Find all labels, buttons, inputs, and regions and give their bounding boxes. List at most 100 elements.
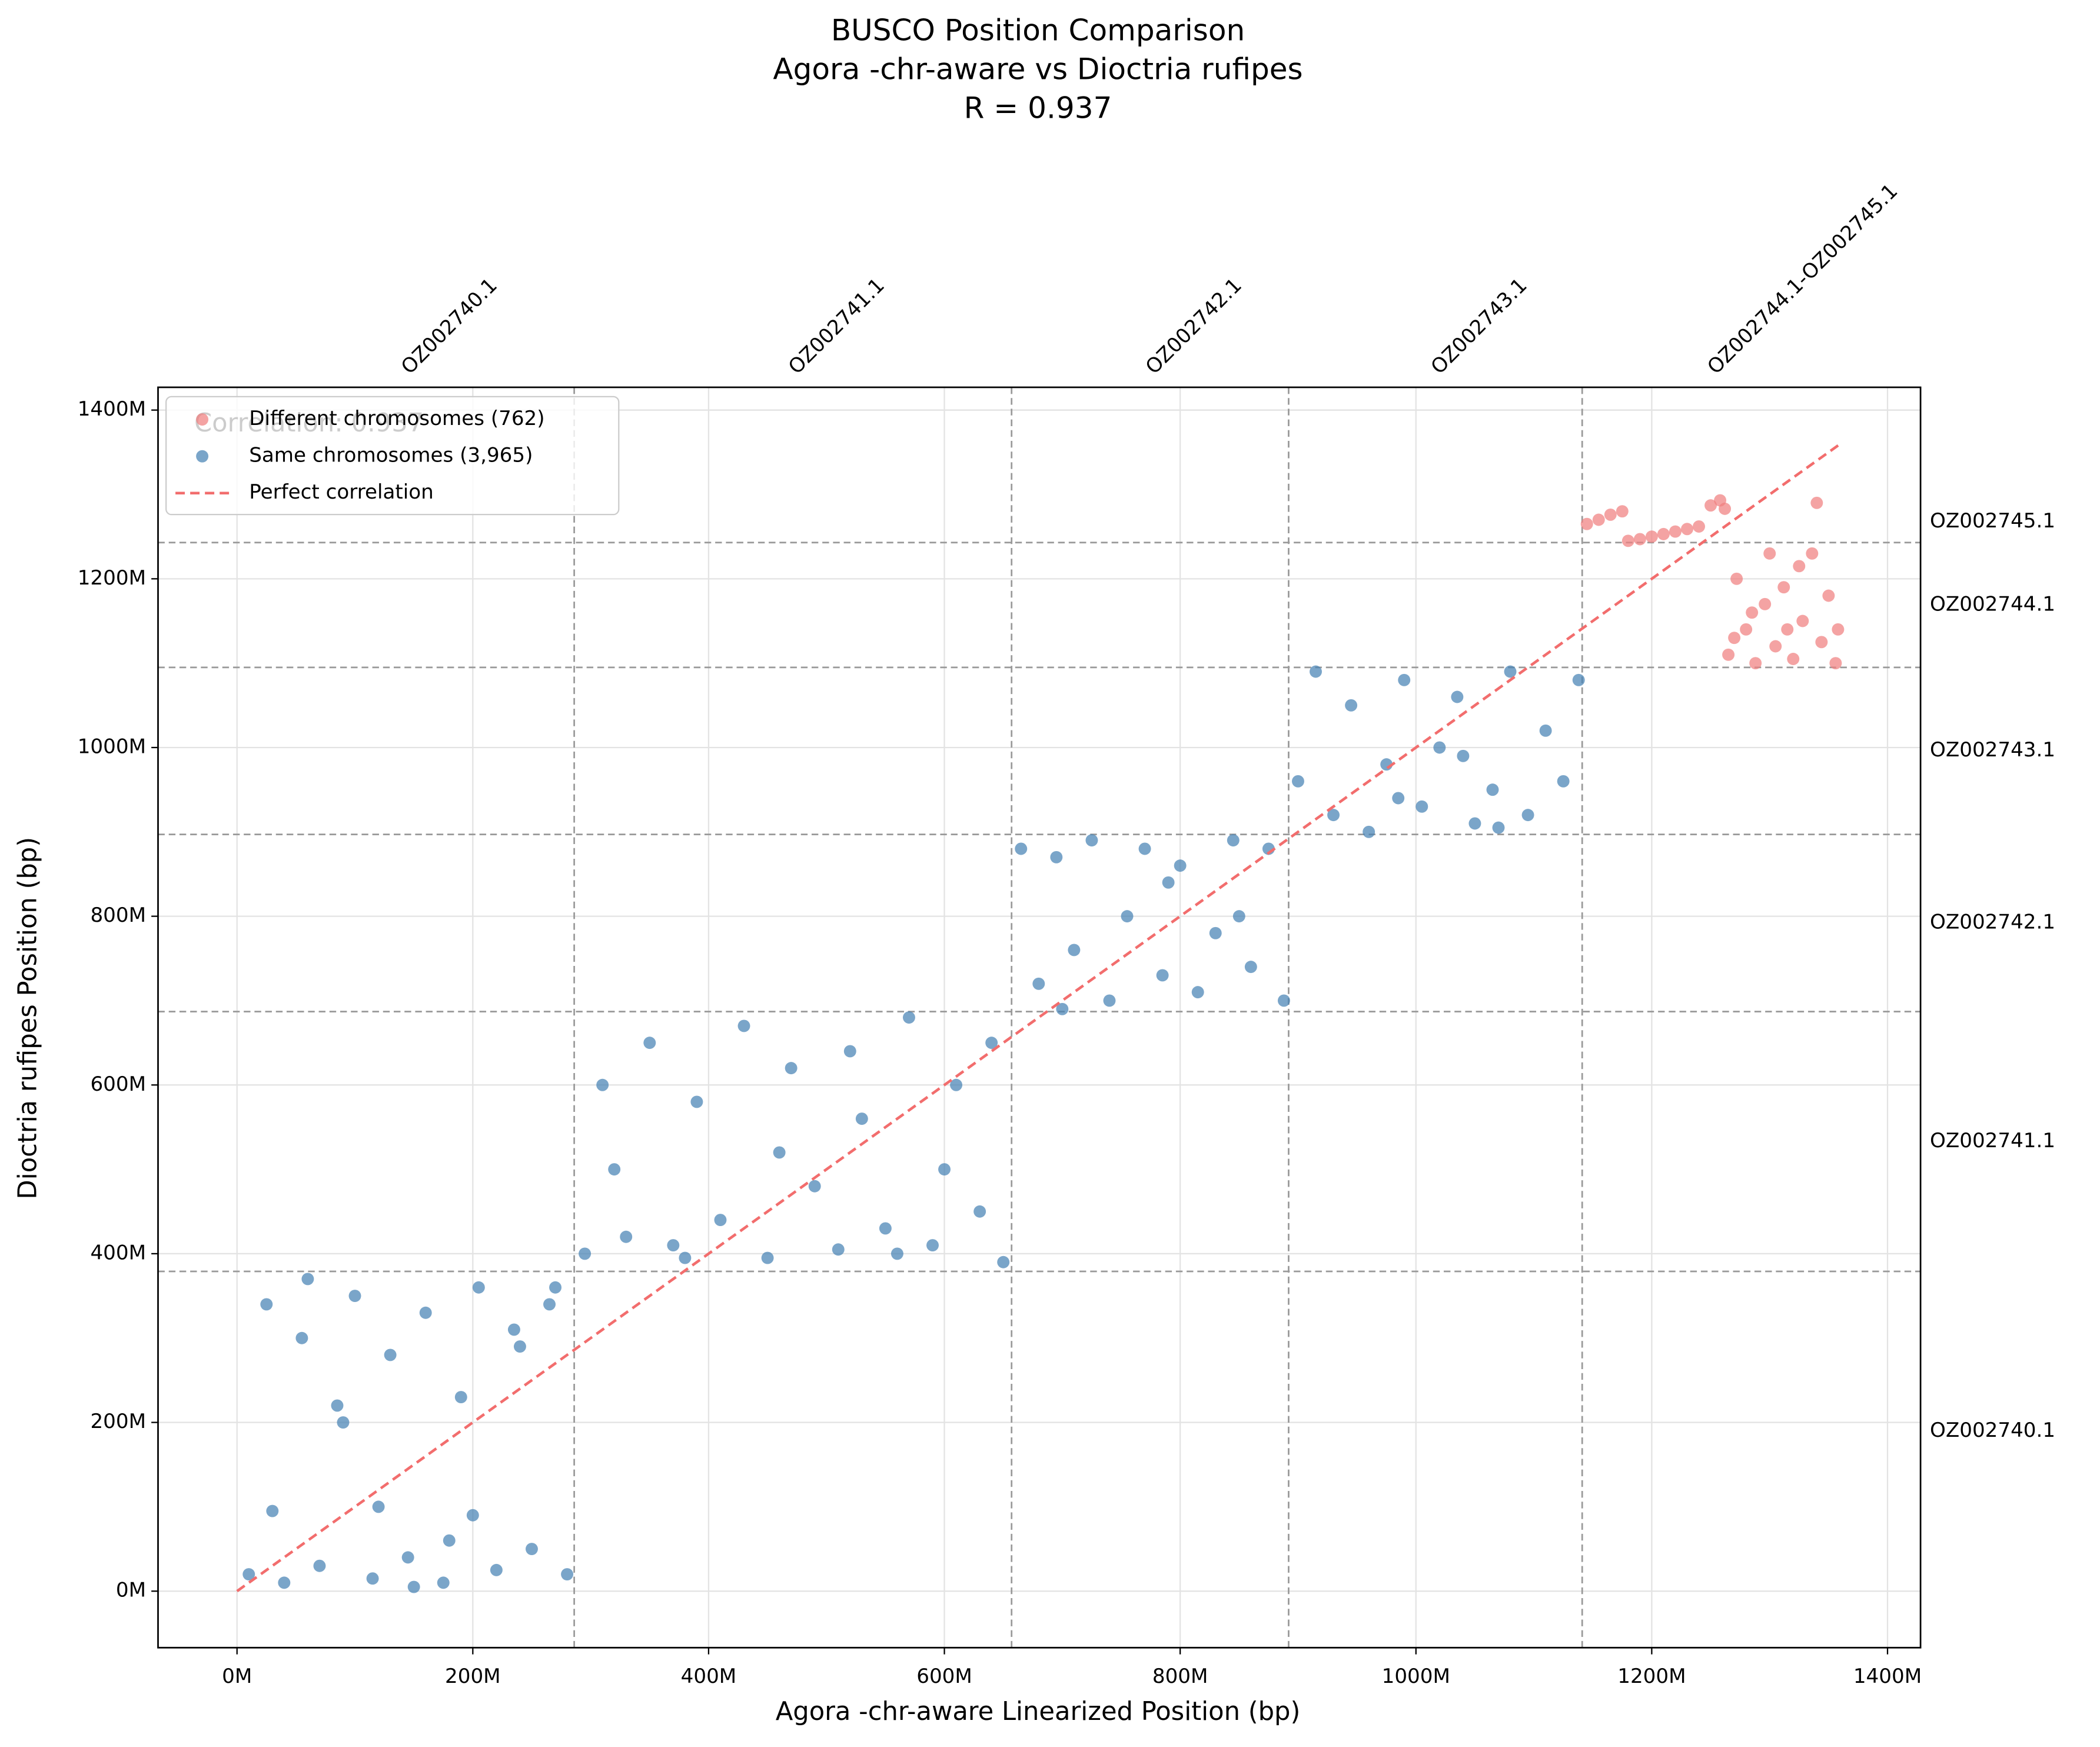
data-point [1156, 969, 1169, 982]
data-point [1085, 834, 1098, 847]
data-point [1327, 809, 1340, 822]
data-point [1433, 741, 1446, 754]
data-point [242, 1568, 255, 1581]
data-point [1162, 876, 1175, 889]
y-tick-label: 400M [90, 1241, 146, 1264]
data-point [1746, 606, 1759, 619]
x-tick-label: 1200M [1617, 1665, 1686, 1688]
data-point [785, 1062, 798, 1075]
right-chromosome-label: OZ002741.1 [1930, 1129, 2055, 1153]
data-point [1796, 615, 1809, 627]
data-point [679, 1251, 692, 1264]
data-point [1392, 792, 1405, 805]
legend-label: Same chromosomes (3,965) [249, 444, 533, 467]
chart-title-line: R = 0.937 [964, 91, 1112, 125]
data-point [472, 1281, 485, 1294]
data-point [1777, 581, 1790, 594]
data-point [1103, 994, 1116, 1007]
x-tick-label: 0M [222, 1665, 252, 1688]
data-point [1657, 527, 1670, 540]
data-point [443, 1534, 456, 1547]
data-point [331, 1399, 344, 1412]
data-point [1759, 597, 1772, 610]
data-point [938, 1163, 951, 1176]
data-point [513, 1340, 526, 1353]
data-point [1815, 636, 1828, 649]
data-point [1415, 800, 1428, 813]
data-point [1832, 623, 1845, 636]
data-point [1793, 560, 1806, 573]
x-axis-label: Agora -chr-aware Linearized Position (bp… [776, 1697, 1301, 1726]
x-tick-label: 1400M [1853, 1665, 1922, 1688]
y-tick-label: 200M [90, 1410, 146, 1433]
data-point [1032, 977, 1045, 990]
y-tick-label: 1400M [78, 397, 146, 421]
data-point [490, 1563, 503, 1576]
data-point [1730, 572, 1743, 585]
data-point [737, 1019, 750, 1032]
data-point [1451, 690, 1464, 703]
data-point [1645, 530, 1658, 543]
data-point [620, 1230, 633, 1243]
data-point [1121, 910, 1134, 923]
data-point [526, 1543, 538, 1556]
data-point [1704, 499, 1717, 512]
data-point [384, 1349, 397, 1361]
data-point [266, 1504, 279, 1517]
data-point [1769, 640, 1782, 653]
data-point [260, 1298, 273, 1311]
data-point [1050, 851, 1063, 863]
x-tick-label: 400M [681, 1665, 737, 1688]
data-point [579, 1247, 592, 1260]
data-point [1345, 699, 1358, 712]
data-point [1781, 623, 1794, 636]
data-point [1592, 513, 1605, 526]
data-point [1232, 910, 1245, 923]
data-point [855, 1112, 868, 1125]
data-point [761, 1251, 774, 1264]
legend-marker [196, 450, 209, 463]
data-point [879, 1222, 892, 1235]
data-point [1015, 842, 1028, 855]
data-point [1174, 859, 1187, 872]
data-point [1669, 525, 1682, 538]
data-point [1557, 775, 1570, 788]
data-point [1604, 508, 1617, 521]
data-point [278, 1576, 291, 1589]
right-chromosome-label: OZ002743.1 [1930, 738, 2055, 762]
reference-line [236, 441, 1843, 1593]
data-point [1616, 505, 1629, 518]
right-chromosome-label: OZ002745.1 [1930, 509, 2055, 533]
data-point [832, 1243, 845, 1256]
data-point [997, 1256, 1010, 1268]
right-chromosome-label: OZ002742.1 [1930, 911, 2055, 934]
data-point [1138, 842, 1151, 855]
data-point [808, 1180, 821, 1193]
data-point [372, 1500, 385, 1513]
data-point [1633, 533, 1646, 546]
data-point [950, 1078, 963, 1091]
data-point [1806, 547, 1819, 560]
data-point [1310, 665, 1322, 678]
data-point [843, 1045, 856, 1058]
data-point [1749, 657, 1762, 670]
data-point [466, 1509, 479, 1522]
data-point [561, 1568, 574, 1581]
data-point [295, 1331, 308, 1344]
chart-title: BUSCO Position Comparison [831, 13, 1245, 47]
data-point [1191, 986, 1204, 999]
data-point [1728, 632, 1741, 645]
y-tick-label: 1000M [78, 735, 146, 758]
data-point [1244, 961, 1257, 974]
data-point [1363, 825, 1375, 838]
data-point [985, 1037, 998, 1049]
data-point [973, 1205, 986, 1218]
data-point [507, 1323, 520, 1336]
chart-subtitle: Agora -chr-aware vs Dioctria rufipes [773, 52, 1302, 86]
data-point [549, 1281, 562, 1294]
legend-label: Perfect correlation [249, 480, 433, 504]
data-point [543, 1298, 556, 1311]
data-point [1277, 994, 1290, 1007]
data-point [407, 1580, 420, 1593]
data-point [690, 1095, 703, 1108]
